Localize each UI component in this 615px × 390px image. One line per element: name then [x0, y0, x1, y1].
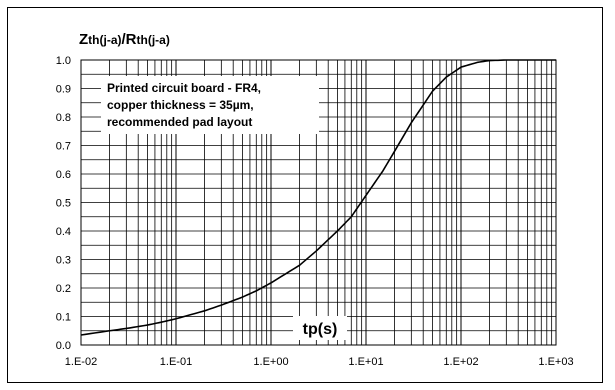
y-tick-label: 0.6 [56, 169, 71, 181]
chart-title-part: th(j-a) [137, 33, 170, 47]
y-tick-label: 0.2 [56, 283, 71, 295]
y-tick-label: 1.0 [56, 55, 71, 67]
chart-title-part: th(j-a) [88, 33, 121, 47]
chart-title-part: /R [122, 31, 137, 48]
series-line [80, 59, 556, 336]
y-tick-label: 0.0 [56, 340, 71, 352]
annotation: Printed circuit board - FR4, copper thick… [107, 81, 261, 129]
annotation-background [101, 76, 319, 134]
x-axis-label-background [293, 316, 347, 340]
x-tick-label: 1.E-02 [65, 356, 97, 368]
x-tick-label: 1.E+01 [348, 356, 383, 368]
y-tick-label: 0.8 [56, 112, 71, 124]
annotation-line: recommended pad layout [107, 115, 252, 129]
plot-border [80, 59, 557, 346]
annotation-line: copper thickness = 35µm, [107, 98, 254, 112]
y-tick-label: 0.4 [56, 226, 71, 238]
x-tick-label: 1.E+03 [538, 356, 573, 368]
y-tick-label: 0.5 [56, 198, 71, 210]
y-tick-label: 0.3 [56, 255, 71, 267]
y-tick-labels: 0.0 0.1 0.2 0.3 0.4 0.5 0.6 0.7 0.8 0.9 1.0 [56, 55, 71, 352]
annotation-line: Printed circuit board - FR4, [107, 81, 261, 95]
y-tick-label: 0.9 [56, 84, 71, 96]
chart-title-part: Z [79, 31, 88, 48]
y-tick-label: 0.7 [56, 141, 71, 153]
chart-title: Zth(j-a)/Rth(j-a) [79, 31, 170, 48]
y-tick-label: 0.1 [56, 312, 71, 324]
x-tick-label: 1.E+00 [253, 356, 288, 368]
x-axis-label: tp(s) [303, 321, 338, 338]
x-tick-labels: 1.E-02 1.E-01 1.E+00 1.E+01 1.E+02 1.E+03 [65, 356, 574, 368]
x-tick-label: 1.E+02 [443, 356, 478, 368]
x-tick-label: 1.E-01 [160, 356, 192, 368]
